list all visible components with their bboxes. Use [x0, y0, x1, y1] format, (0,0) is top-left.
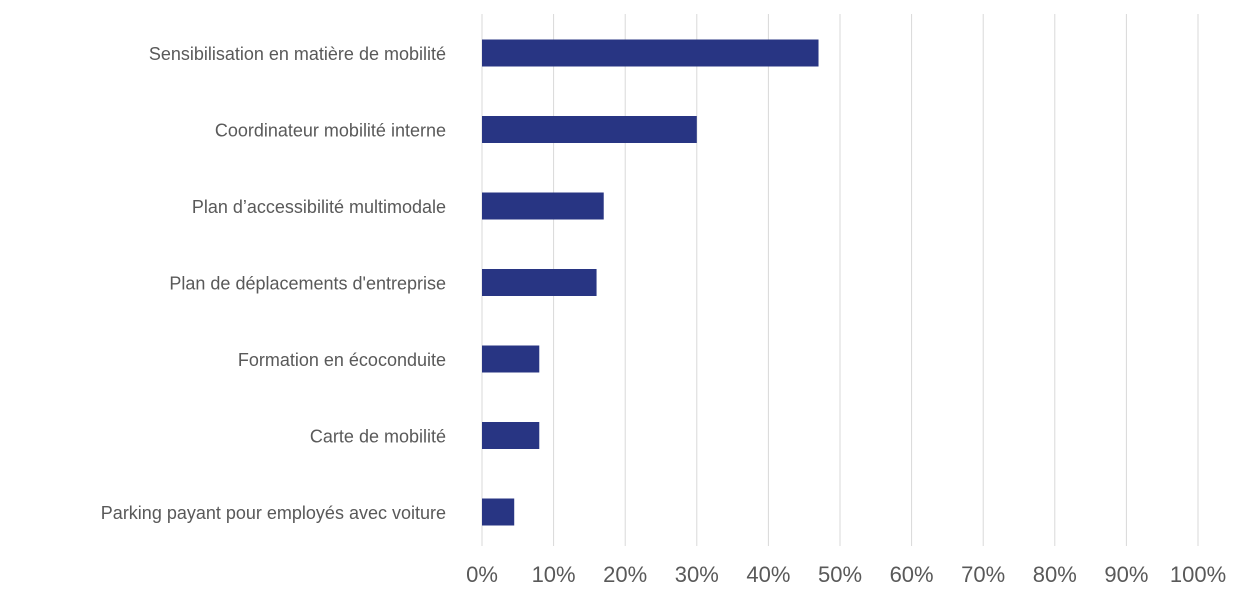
category-label: Plan de déplacements d'entreprise: [169, 274, 446, 294]
category-label-layer: Sensibilisation en matière de mobilité Co…: [101, 44, 446, 523]
category-label: Formation en écoconduite: [238, 350, 446, 370]
x-tick-label: 0%: [466, 562, 498, 587]
grid-layer: [481, 14, 1199, 546]
bar: [482, 269, 597, 296]
x-tick-label: 80%: [1033, 562, 1077, 587]
x-tick-label: 100%: [1170, 562, 1226, 587]
bar: [482, 422, 540, 449]
bar: [482, 498, 515, 526]
category-label: Plan d’accessibilité multimodale: [192, 197, 446, 217]
bar: [482, 39, 819, 67]
bar: [482, 192, 604, 220]
category-label: Parking payant pour employés avec voitur…: [101, 503, 446, 523]
x-tick-label: 70%: [961, 562, 1005, 587]
x-tick-label: 60%: [890, 562, 934, 587]
x-tick-label: 40%: [746, 562, 790, 587]
category-label: Carte de mobilité: [310, 427, 446, 447]
bar-layer: [482, 39, 819, 526]
category-label: Sensibilisation en matière de mobilité: [149, 44, 446, 64]
bar: [482, 345, 540, 373]
bar: [482, 116, 697, 143]
category-label: Coordinateur mobilité interne: [215, 121, 446, 141]
x-tick-label: 10%: [532, 562, 576, 587]
x-tick-label: 90%: [1104, 562, 1148, 587]
x-tick-label: 50%: [818, 562, 862, 587]
x-tick-label-layer: 0% 10% 20% 30% 40% 50% 60% 70% 80% 90% 100%: [466, 562, 1226, 587]
x-tick-label: 30%: [675, 562, 719, 587]
x-tick-label: 20%: [603, 562, 647, 587]
